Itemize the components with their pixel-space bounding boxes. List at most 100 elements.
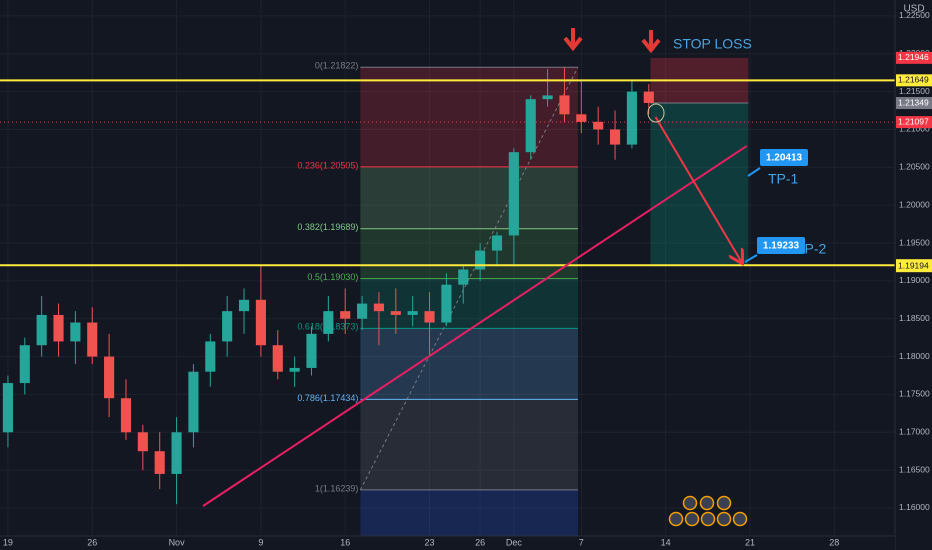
x-tick-label: 9	[258, 537, 263, 547]
tp1-label: TP-1	[768, 171, 799, 187]
x-tick-label: 26	[87, 537, 97, 547]
x-tick-label: 7	[579, 537, 584, 547]
candle-body	[559, 95, 570, 115]
fib-zone	[360, 328, 578, 400]
event-icon	[684, 511, 700, 527]
candle-body	[390, 311, 401, 315]
y-tick-label: 1.19500	[899, 237, 930, 247]
y-tick-label: 1.21000	[899, 124, 930, 134]
candle-body	[87, 322, 98, 357]
price-tag-label: 1.21649	[898, 75, 929, 85]
candle-body	[154, 451, 165, 474]
fib-zone	[360, 228, 578, 279]
fib-zone	[360, 166, 578, 229]
candle-body	[357, 303, 368, 319]
candle-body	[205, 341, 216, 372]
x-tick-label: 19	[3, 537, 13, 547]
candle-body	[306, 333, 317, 368]
fib-label: 0.5(1.19030)	[307, 272, 358, 282]
price-tag-label: 1.21349	[898, 97, 929, 107]
y-tick-label: 1.21500	[899, 86, 930, 96]
y-tick-label: 1.17000	[899, 427, 930, 437]
price-tag-label: 1.21946	[898, 52, 929, 62]
target-zone	[650, 103, 749, 266]
event-icon	[699, 495, 715, 511]
time-axis	[0, 536, 895, 550]
y-tick-label: 1.20500	[899, 162, 930, 172]
fib-label: 0.786(1.17434)	[297, 393, 358, 403]
trendline	[202, 145, 748, 507]
candle-body	[340, 311, 351, 319]
candle-body	[104, 356, 115, 399]
x-tick-label: Dec	[506, 537, 523, 547]
candle-body	[36, 314, 47, 346]
entry-circle	[647, 103, 665, 123]
price-tag-label: 1.19194	[898, 260, 929, 270]
fib-extension-zone	[360, 489, 578, 536]
candle-body	[542, 95, 553, 100]
callout-price: 1.19233	[763, 241, 800, 252]
candle-body	[171, 432, 182, 474]
fib-label: 0.236(1.20505)	[297, 160, 358, 170]
price-axis	[895, 0, 932, 550]
event-icon	[716, 495, 732, 511]
x-tick-label: 26	[475, 537, 485, 547]
x-tick-label: 21	[745, 537, 755, 547]
candle-body	[2, 383, 13, 433]
price-tag	[896, 260, 932, 273]
candle-body	[120, 398, 132, 433]
candle-body	[238, 299, 250, 312]
candle-body	[19, 345, 30, 384]
candle-body	[272, 345, 283, 372]
fib-label: 0.382(1.19689)	[297, 222, 358, 232]
candle-body	[643, 91, 654, 103]
fib-trend	[359, 66, 579, 491]
candle-body	[70, 322, 81, 342]
candle-body	[626, 91, 637, 145]
x-tick-label: 16	[340, 537, 350, 547]
candle-body	[525, 99, 536, 153]
y-tick-label: 1.18000	[899, 351, 930, 361]
candle-body	[458, 269, 469, 285]
y-tick-label: 1.16500	[899, 464, 930, 474]
x-tick-label: 23	[425, 537, 435, 547]
candle-body	[53, 314, 64, 342]
fib-zone	[360, 67, 578, 167]
event-icon	[668, 511, 684, 527]
y-tick-label: 1.22500	[899, 10, 930, 20]
candle-body	[593, 121, 604, 130]
candle-body	[255, 299, 266, 346]
callout-box	[760, 149, 808, 166]
candle-body	[441, 284, 452, 323]
candle-body	[491, 235, 503, 251]
candle-body	[609, 129, 621, 145]
fib-label: 1(1.16239)	[315, 483, 359, 493]
price-tag-label: 1.21097	[898, 116, 929, 126]
price-tag	[896, 51, 932, 64]
candle-body	[137, 432, 148, 452]
y-tick-label: 1.18500	[899, 313, 930, 323]
price-tag	[896, 97, 932, 110]
candle-body	[407, 311, 418, 315]
candle-body	[424, 311, 435, 323]
y-tick-label: 1.19000	[899, 275, 930, 285]
currency: USD	[903, 4, 924, 15]
down-arrow	[641, 30, 661, 54]
callout-box	[757, 237, 805, 254]
down-arrow	[563, 28, 583, 52]
price-tag	[896, 74, 932, 87]
candle-body	[323, 311, 334, 334]
callout-tail	[747, 167, 761, 177]
arrow	[654, 116, 742, 262]
y-tick-label: 1.20000	[899, 199, 930, 209]
y-tick-label: 1.17500	[899, 389, 930, 399]
fib-label: 0(1.21822)	[315, 61, 359, 71]
candle-body	[373, 303, 385, 312]
event-icon	[716, 511, 732, 527]
candle-body	[508, 152, 519, 236]
stop-loss-label: STOP LOSS	[673, 36, 752, 52]
fib-zone	[360, 278, 578, 329]
